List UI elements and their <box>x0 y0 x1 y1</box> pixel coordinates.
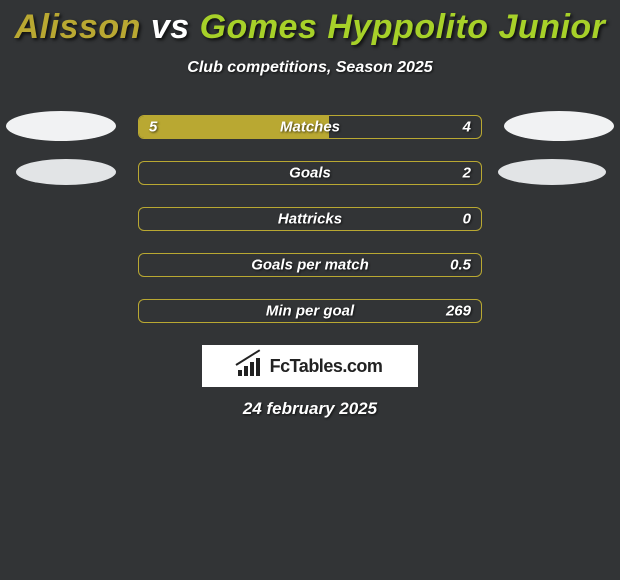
brand-box: FcTables.com <box>202 345 418 387</box>
title-player2: Gomes Hyppolito Junior <box>200 8 606 46</box>
bar-row: Goals 2 <box>0 161 620 185</box>
bar-value-right: 0 <box>463 211 471 228</box>
bar-label: Goals per match <box>251 257 369 274</box>
bar-track-goals-per-match: Goals per match 0.5 <box>138 253 482 277</box>
bar-row: Goals per match 0.5 <box>0 253 620 277</box>
brand-text: FcTables.com <box>270 356 383 377</box>
bar-label: Min per goal <box>266 303 354 320</box>
bar-row: Min per goal 269 <box>0 299 620 323</box>
bar-track-goals: Goals 2 <box>138 161 482 185</box>
bar-label: Hattricks <box>278 211 342 228</box>
bars-area: 5 Matches 4 Goals 2 Hattricks 0 <box>0 115 620 323</box>
bar-track-min-per-goal: Min per goal 269 <box>138 299 482 323</box>
bar-label: Goals <box>289 165 331 182</box>
subtitle: Club competitions, Season 2025 <box>0 59 620 77</box>
title-vs: vs <box>151 8 190 46</box>
bar-track-matches: 5 Matches 4 <box>138 115 482 139</box>
bar-row: 5 Matches 4 <box>0 115 620 139</box>
bar-value-left: 5 <box>149 119 157 136</box>
bar-value-right: 269 <box>446 303 471 320</box>
bar-label: Matches <box>280 119 340 136</box>
bar-value-right: 4 <box>463 119 471 136</box>
comparison-infographic: Alisson vs Gomes Hyppolito Junior Club c… <box>0 0 620 419</box>
bar-row: Hattricks 0 <box>0 207 620 231</box>
page-title: Alisson vs Gomes Hyppolito Junior <box>0 8 620 47</box>
bar-chart-icon <box>238 356 264 376</box>
bar-value-right: 2 <box>463 165 471 182</box>
date-label: 24 february 2025 <box>0 399 620 419</box>
bar-track-hattricks: Hattricks 0 <box>138 207 482 231</box>
title-player1: Alisson <box>15 8 141 46</box>
bar-value-right: 0.5 <box>450 257 471 274</box>
